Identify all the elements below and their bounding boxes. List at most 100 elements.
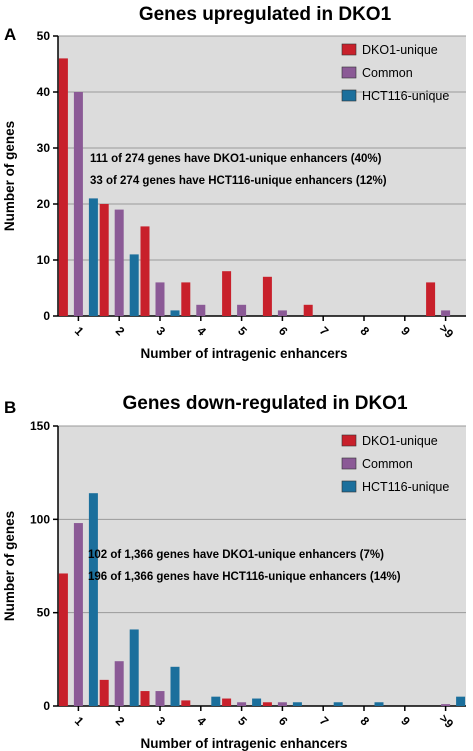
bar-hct116-unique-10 (456, 696, 466, 706)
y-tick-label: 100 (30, 512, 50, 526)
x-tick-label: 7 (317, 714, 332, 729)
bar-common-1 (73, 92, 83, 316)
y-axis-title: Number of genes (2, 121, 17, 231)
x-tick-label: 2 (113, 714, 128, 729)
x-axis-title: Number of intragenic enhancers (140, 346, 347, 361)
bar-hct116-unique-3 (170, 666, 180, 706)
bar-common-2 (114, 661, 124, 706)
bar-common-5 (237, 702, 247, 706)
bar-common-6 (277, 702, 287, 706)
bar-dko1-unique-3 (140, 691, 150, 706)
legend-label: DKO1-unique (362, 43, 438, 57)
bar-common-3 (155, 282, 165, 316)
annotation-text: 33 of 274 genes have HCT116-unique enhan… (90, 175, 387, 187)
bar-common-6 (277, 310, 287, 316)
bar-dko1-unique-3 (140, 226, 150, 316)
bar-common-10 (441, 704, 451, 706)
legend-label: HCT116-unique (362, 89, 449, 103)
bar-common-4 (196, 304, 206, 316)
legend-swatch (341, 43, 357, 56)
legend-swatch (341, 66, 357, 79)
bar-dko1-unique-1 (58, 573, 68, 706)
bar-dko1-unique-2 (99, 679, 109, 706)
y-tick-label: 50 (37, 606, 51, 620)
x-tick-label: >9 (437, 711, 457, 731)
legend-swatch (341, 89, 357, 102)
x-tick-label: 4 (194, 714, 209, 729)
bar-common-1 (73, 523, 83, 706)
x-tick-label: 4 (194, 324, 209, 339)
legend: DKO1-unique Common HCT116-unique (341, 434, 449, 494)
x-axis-title: Number of intragenic enhancers (140, 736, 347, 751)
bar-hct116-unique-7 (333, 702, 343, 706)
x-tick-label: 8 (358, 714, 373, 729)
bar-dko1-unique-6 (262, 702, 272, 706)
y-tick-label: 150 (30, 419, 50, 433)
bar-hct116-unique-3 (170, 310, 180, 316)
x-tick-label: 6 (276, 324, 291, 339)
bar-dko1-unique-5 (222, 271, 232, 316)
bar-hct116-unique-5 (252, 698, 262, 706)
y-tick-label: 10 (37, 253, 51, 267)
bar-dko1-unique-5 (222, 698, 232, 706)
bar-common-10 (441, 310, 451, 316)
legend-swatch (341, 457, 357, 470)
annotation-text: 102 of 1,366 genes have DKO1-unique enha… (88, 549, 384, 561)
x-tick-label: 8 (358, 324, 373, 339)
legend-label: DKO1-unique (362, 434, 438, 448)
bar-hct116-unique-1 (88, 493, 98, 706)
bar-hct116-unique-2 (129, 629, 139, 706)
bar-dko1-unique-7 (303, 304, 313, 316)
legend-label: Common (362, 457, 413, 471)
bar-common-5 (237, 304, 247, 316)
y-tick-label: 30 (37, 141, 51, 155)
bar-hct116-unique-4 (211, 696, 221, 706)
legend-label: HCT116-unique (362, 480, 449, 494)
panel-label: B (4, 398, 16, 417)
y-axis-title: Number of genes (2, 511, 17, 621)
x-tick-label: 7 (317, 324, 332, 339)
bar-dko1-unique-1 (58, 58, 68, 317)
legend-swatch (341, 480, 357, 493)
x-tick-label: 1 (72, 714, 87, 729)
x-tick-label: 3 (154, 324, 169, 339)
y-tick-label: 0 (43, 309, 50, 323)
x-tick-label: 5 (235, 714, 250, 729)
bar-dko1-unique-4 (181, 700, 191, 706)
y-tick-label: 40 (37, 85, 51, 99)
plot-area (58, 426, 466, 706)
bar-hct116-unique-2 (129, 254, 139, 316)
plot-area (58, 36, 466, 316)
x-tick-label: 6 (276, 714, 291, 729)
annotation-text: 111 of 274 genes have DKO1-unique enhanc… (90, 153, 382, 165)
legend: DKO1-unique Common HCT116-unique (341, 43, 449, 103)
chart-title: Genes upregulated in DKO1 (139, 4, 392, 25)
x-tick-label: 5 (235, 324, 250, 339)
annotation-text: 196 of 1,366 genes have HCT116-unique en… (88, 571, 401, 583)
panel-label: A (4, 25, 16, 44)
x-tick-label: 2 (113, 324, 128, 339)
bar-dko1-unique-2 (99, 204, 109, 316)
bar-hct116-unique-1 (88, 198, 98, 316)
chart-panel-b: Genes down-regulated in DKO1 B 0 50 100 150 1 2… (2, 393, 466, 751)
y-tick-label: 20 (37, 197, 51, 211)
x-tick-label: 9 (398, 714, 413, 729)
x-tick-label: 3 (154, 714, 169, 729)
y-tick-label: 50 (37, 29, 51, 43)
bar-common-2 (114, 209, 124, 316)
legend-swatch (341, 434, 357, 447)
x-tick-label: 1 (72, 324, 87, 339)
bar-common-3 (155, 691, 165, 706)
bar-dko1-unique-4 (181, 282, 191, 316)
chart-title: Genes down-regulated in DKO1 (122, 393, 407, 414)
chart-panel-a: Genes upregulated in DKO1 A 0 10 20 30 40 50 1 2 3… (2, 4, 466, 361)
x-tick-label: >9 (437, 321, 457, 341)
bar-hct116-unique-8 (374, 702, 384, 706)
bar-dko1-unique-6 (262, 276, 272, 316)
bar-dko1-unique-10 (426, 282, 436, 316)
x-tick-label: 9 (398, 324, 413, 339)
y-tick-label: 0 (43, 699, 50, 713)
bar-hct116-unique-6 (292, 702, 302, 706)
legend-label: Common (362, 66, 413, 80)
